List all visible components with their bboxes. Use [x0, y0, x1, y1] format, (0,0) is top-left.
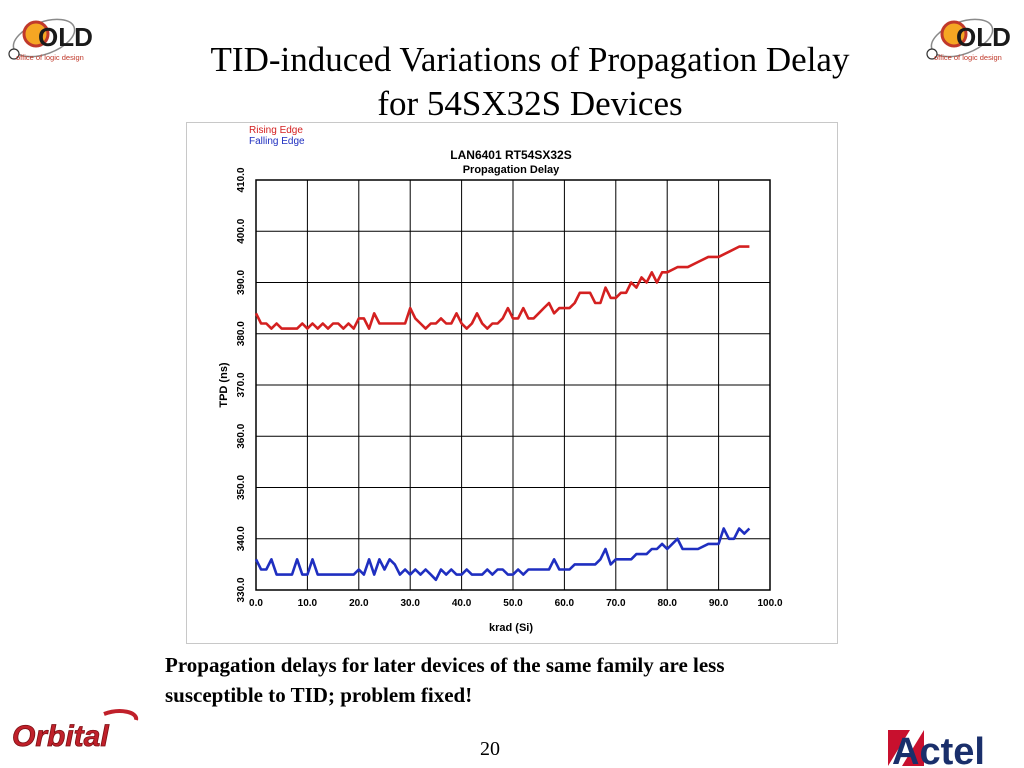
chart-subtitle: Propagation Delay — [463, 164, 560, 176]
chart-frame: Rising Edge Falling Edge LAN6401 RT54SX3… — [186, 122, 838, 644]
y-tick-label: 400.0 — [236, 218, 247, 243]
chart-title: LAN6401 RT54SX32S — [450, 148, 571, 162]
series-line-rising-edge — [254, 245, 750, 330]
x-tick-label: 60.0 — [555, 598, 575, 609]
grid-layer — [255, 179, 771, 591]
series-line-falling-edge — [254, 527, 751, 582]
x-tick-label: 80.0 — [657, 598, 677, 609]
old-logo-right: OLD office of logic design — [926, 18, 1011, 62]
old-logo-right-text: OLD — [956, 22, 1011, 52]
old-logo-right-subtext: office of logic design — [934, 53, 1002, 62]
y-tick-label: 410.0 — [236, 167, 247, 192]
y-tick-label: 380.0 — [236, 321, 247, 346]
x-axis-label: krad (Si) — [489, 622, 533, 634]
actel-logo: Actel — [888, 730, 985, 768]
orbital-logo: Orbital — [12, 709, 139, 753]
page-number: 20 — [480, 738, 500, 760]
slide-title-line1: TID-induced Variations of Propagation De… — [210, 40, 850, 79]
y-tick-label: 350.0 — [236, 475, 247, 500]
x-tick-label: 20.0 — [349, 598, 369, 609]
legend-rising-edge: Rising Edge — [249, 125, 303, 136]
x-tick-label: 40.0 — [452, 598, 472, 609]
slide-caption: Propagation delays for later devices of … — [165, 650, 885, 710]
tick-layer: 0.0 10.0 20.0 30.0 40.0 50.0 60.0 70.0 80.0 90.0 1… — [236, 167, 783, 609]
actel-logo-text: Actel — [892, 731, 985, 768]
x-tick-label: 90.0 — [709, 598, 729, 609]
x-tick-label: 30.0 — [400, 598, 420, 609]
legend-falling-edge: Falling Edge — [249, 136, 305, 147]
y-tick-label: 330.0 — [236, 577, 247, 602]
series-layer — [254, 245, 751, 582]
caption-line1: Propagation delays for later devices of … — [165, 653, 725, 677]
x-tick-label: 100.0 — [757, 598, 782, 609]
propagation-delay-chart: Rising Edge Falling Edge LAN6401 RT54SX3… — [218, 125, 783, 634]
old-logo-left-subtext: office of logic design — [16, 53, 84, 62]
caption-line2: susceptible to TID; problem fixed! — [165, 683, 473, 707]
x-tick-label: 70.0 — [606, 598, 626, 609]
slide-title: TID-induced Variations of Propagation De… — [150, 38, 910, 126]
plot-border — [255, 179, 771, 591]
x-tick-label: 10.0 — [298, 598, 318, 609]
x-tick-label: 50.0 — [503, 598, 523, 609]
y-tick-label: 360.0 — [236, 423, 247, 448]
x-tick-label: 0.0 — [249, 598, 263, 609]
old-logo-left: OLD office of logic design — [8, 18, 93, 62]
y-tick-label: 340.0 — [236, 526, 247, 551]
orbital-logo-text: Orbital — [12, 720, 109, 753]
y-tick-label: 370.0 — [236, 372, 247, 397]
y-axis-label: TPD (ns) — [218, 362, 230, 408]
slide-title-line2: for 54SX32S Devices — [377, 84, 683, 123]
y-tick-label: 390.0 — [236, 270, 247, 295]
old-logo-left-text: OLD — [38, 22, 93, 52]
